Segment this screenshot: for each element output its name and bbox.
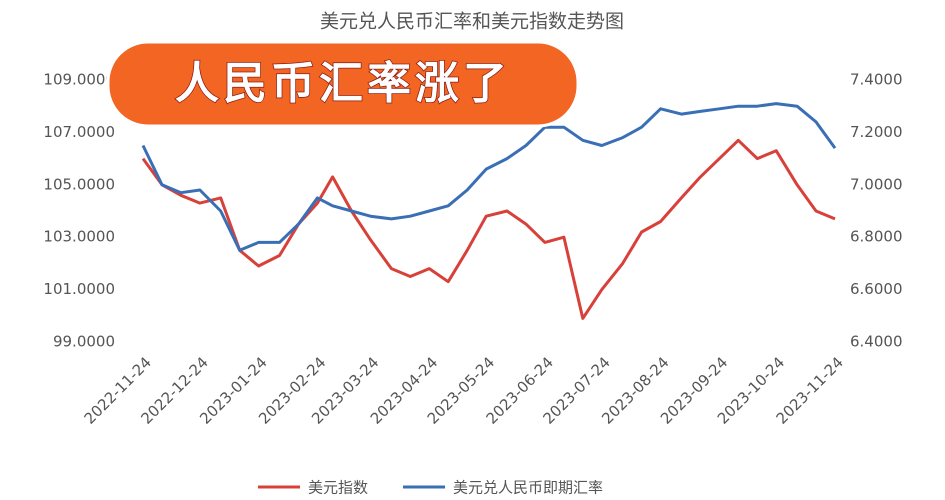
banner-text: 人民币汇率涨了 [175,58,511,109]
y2-tick-label: 6.6000 [850,280,903,298]
y2-tick-label: 7.4000 [850,71,903,89]
legend-label: 美元兑人民币即期汇率 [453,479,603,497]
data-line [141,138,836,320]
y2-tick-label: 6.8000 [850,228,903,246]
y2-tick-label: 6.4000 [850,333,903,351]
y-tick-label: 107.0000 [43,123,115,141]
y-tick-label: 99.0000 [53,333,115,351]
y-tick-label: 109.0000 [43,71,115,89]
banner [106,40,580,128]
y-tick-label: 101.0000 [43,280,115,298]
y-tick-label: 105.0000 [43,175,115,193]
y2-tick-label: 7.2000 [850,123,903,141]
y2-tick-label: 7.0000 [850,175,903,193]
chart-title: 美元兑人民币汇率和美元指数走势图 [320,11,624,33]
data-line [141,102,837,252]
legend-label: 美元指数 [308,479,368,497]
y-tick-label: 103.0000 [43,228,115,246]
